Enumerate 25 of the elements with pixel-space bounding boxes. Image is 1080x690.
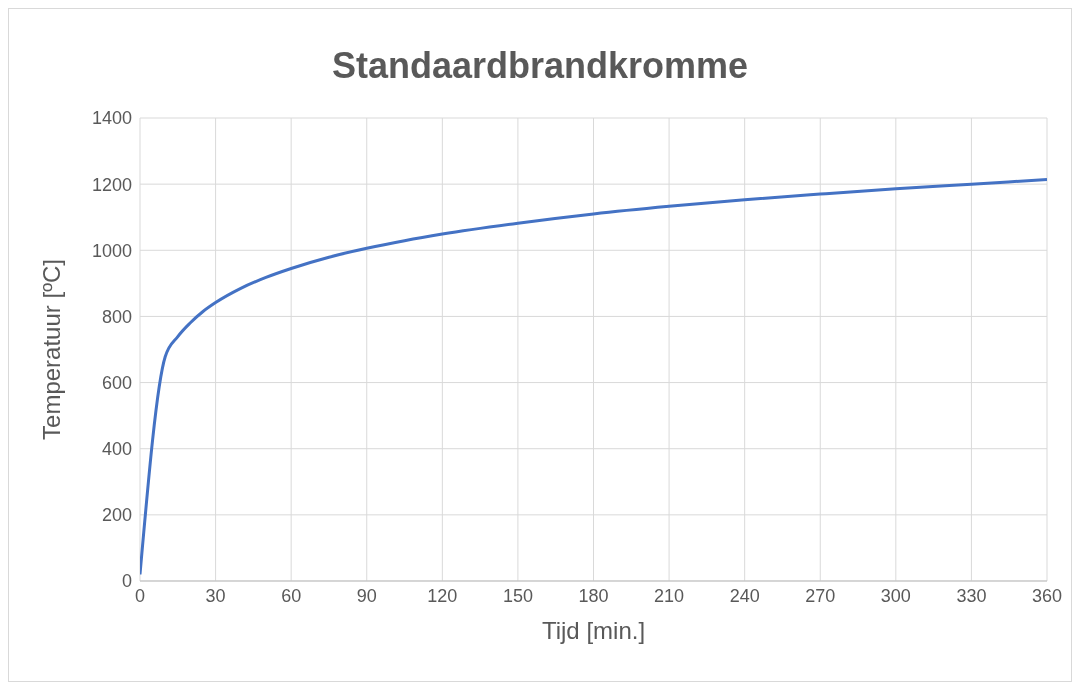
y-tick-label: 600 bbox=[101, 372, 132, 393]
x-tick-label: 150 bbox=[502, 585, 533, 606]
x-tick-label: 210 bbox=[654, 585, 685, 606]
y-tick-label: 200 bbox=[101, 505, 132, 526]
x-tick-label: 30 bbox=[205, 585, 226, 606]
y-tick-label: 0 bbox=[121, 571, 132, 592]
x-tick-label: 60 bbox=[281, 585, 302, 606]
x-tick-label: 180 bbox=[578, 585, 609, 606]
x-tick-label: 0 bbox=[134, 585, 146, 606]
chart-title: Standaardbrandkromme bbox=[330, 45, 750, 87]
line-series bbox=[140, 178, 1047, 576]
x-tick-label: 300 bbox=[880, 585, 911, 606]
y-tick-label: 1000 bbox=[91, 240, 132, 261]
y-axis-title: Temperatuur [ºC] bbox=[37, 259, 65, 440]
x-axis-title: Tijd [min.] bbox=[541, 617, 646, 644]
y-tick-label: 800 bbox=[101, 306, 132, 327]
x-tick-label: 270 bbox=[805, 585, 836, 606]
x-tick-label: 120 bbox=[427, 585, 458, 606]
y-tick-label: 400 bbox=[101, 439, 132, 460]
y-tick-label: 1400 bbox=[91, 108, 132, 129]
x-tick-label: 240 bbox=[729, 585, 760, 606]
x-tick-label: 90 bbox=[356, 585, 377, 606]
x-tick-label: 330 bbox=[956, 585, 987, 606]
y-tick-label: 1200 bbox=[91, 174, 132, 195]
x-tick-label: 360 bbox=[1031, 585, 1063, 606]
